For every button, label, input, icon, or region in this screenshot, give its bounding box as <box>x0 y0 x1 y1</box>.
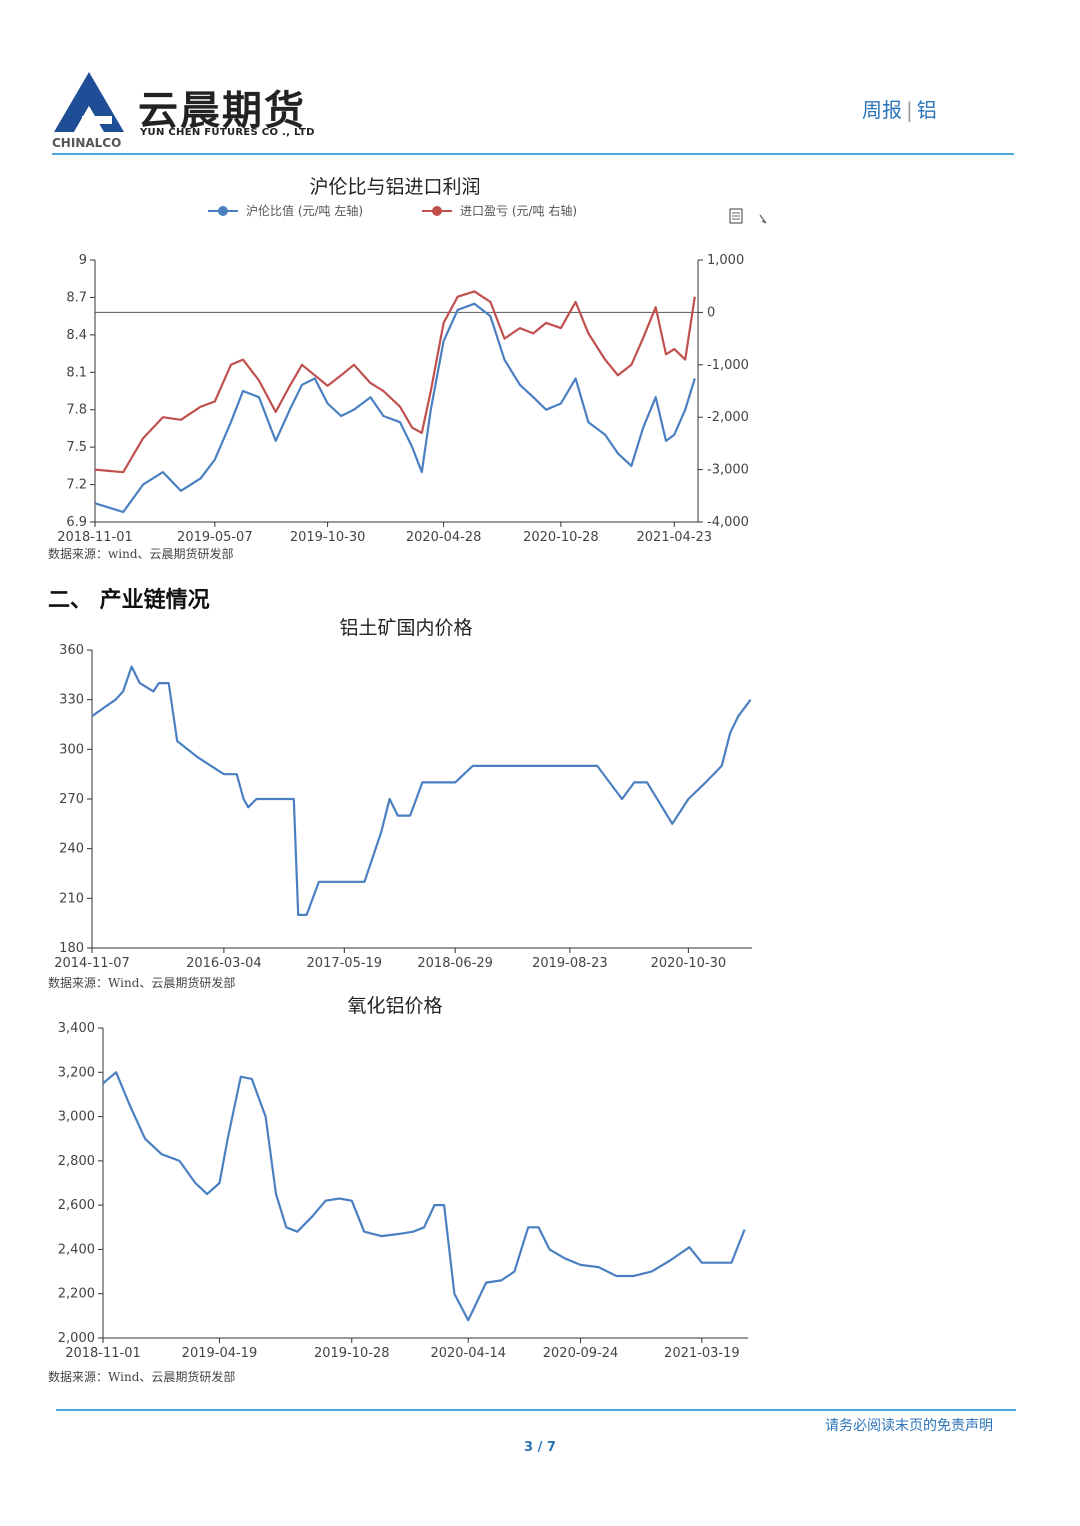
y-tick-label: 2,800 <box>58 1154 95 1169</box>
y-right-tick-label: -1,000 <box>707 358 749 373</box>
x-tick-label: 2019-10-30 <box>290 530 366 545</box>
y-tick-label: 9 <box>79 253 87 268</box>
report-type: 周报 <box>862 98 902 122</box>
x-tick-label: 2019-10-28 <box>314 1346 390 1361</box>
x-tick-label: 2021-03-19 <box>664 1346 740 1361</box>
y-tick-label: 2,000 <box>58 1331 95 1346</box>
page-number: 3 / 7 <box>524 1440 556 1455</box>
document-icon[interactable] <box>729 208 743 224</box>
chart-source: 数据来源：Wind、云晨期货研发部 <box>48 1370 236 1384</box>
x-tick-label: 2017-05-19 <box>307 956 383 971</box>
x-tick-label: 2018-11-01 <box>57 530 133 545</box>
legend-marker-import <box>432 206 442 216</box>
x-tick-label: 2018-11-01 <box>65 1346 141 1361</box>
chart-bauxite-price: 铝土矿国内价格 180 210 240 270 300 330 360 2014-11-07 2… <box>54 617 752 971</box>
y-tick-label: 8.1 <box>66 365 87 380</box>
refresh-icon[interactable] <box>759 214 767 224</box>
y-tick-label: 180 <box>59 941 84 956</box>
y-tick-label: 7.5 <box>66 440 87 455</box>
report-tag: 周报 | 铝 <box>862 94 937 123</box>
chart-shanghai-london-ratio: 沪伦比与铝进口利润 沪伦比值 (元/吨 左轴) 进口盈亏 (元/吨 右轴) 6.… <box>57 176 767 545</box>
header-divider <box>52 153 1014 155</box>
y-right-tick-label: -2,000 <box>707 410 749 425</box>
x-tick-label: 2014-11-07 <box>54 956 130 971</box>
series-line-0 <box>94 302 696 514</box>
x-tick-label: 2020-04-14 <box>430 1346 506 1361</box>
brand-name-cn: 云晨期货 <box>138 88 306 134</box>
y-right-tick-label: -4,000 <box>707 515 749 530</box>
tag-separator: | <box>906 98 913 122</box>
y-tick-label: 2,600 <box>58 1198 95 1213</box>
y-tick-label: 6.9 <box>66 515 87 530</box>
x-tick-label: 2021-04-23 <box>637 530 713 545</box>
chart-alumina-price: 氧化铝价格 2,000 2,200 2,400 2,600 2,800 3,000 3,20… <box>58 995 748 1361</box>
legend-label-ratio: 沪伦比值 (元/吨 左轴) <box>246 203 363 218</box>
y-right-tick-label: 0 <box>707 305 715 320</box>
series-line-0 <box>91 665 752 916</box>
series-line-1 <box>94 290 696 474</box>
x-tick-label: 2020-04-28 <box>406 530 482 545</box>
x-tick-label: 2019-08-23 <box>532 956 608 971</box>
y-tick-label: 3,400 <box>58 1021 95 1036</box>
brand-sub: CHINALCO <box>52 136 122 150</box>
x-tick-label: 2020-10-30 <box>651 956 727 971</box>
disclaimer: 请务必阅读末页的免责声明 <box>825 1418 993 1434</box>
chart-title: 铝土矿国内价格 <box>339 617 472 639</box>
y-tick-label: 330 <box>59 693 84 708</box>
chart-source: 数据来源：wind、云晨期货研发部 <box>48 547 234 561</box>
x-tick-label: 2016-03-04 <box>186 956 262 971</box>
y-tick-label: 7.2 <box>66 478 87 493</box>
y-tick-label: 210 <box>59 891 84 906</box>
x-tick-label: 2019-04-19 <box>182 1346 258 1361</box>
legend-label-import: 进口盈亏 (元/吨 右轴) <box>460 203 577 218</box>
legend-marker-ratio <box>218 206 228 216</box>
y-tick-label: 3,200 <box>58 1065 95 1080</box>
section-title: 二、 产业链情况 <box>48 588 210 613</box>
y-right-tick-label: -3,000 <box>707 463 749 478</box>
chart-title: 氧化铝价格 <box>347 995 442 1017</box>
y-tick-label: 3,000 <box>58 1110 95 1125</box>
y-tick-label: 8.4 <box>66 328 87 343</box>
footer-divider <box>56 1409 1016 1411</box>
series-line-0 <box>102 1071 746 1322</box>
company-logo <box>54 72 124 132</box>
y-tick-label: 360 <box>59 643 84 658</box>
y-tick-label: 8.7 <box>66 290 87 305</box>
x-tick-label: 2018-06-29 <box>417 956 493 971</box>
x-tick-label: 2019-05-07 <box>177 530 253 545</box>
chart-source: 数据来源：Wind、云晨期货研发部 <box>48 976 236 990</box>
x-tick-label: 2020-10-28 <box>523 530 599 545</box>
brand-name-en: YUN CHEN FUTURES CO ., LTD <box>140 127 315 138</box>
report-subject: 铝 <box>916 98 937 122</box>
chart-legend[interactable]: 沪伦比值 (元/吨 左轴) 进口盈亏 (元/吨 右轴) <box>208 203 577 218</box>
y-tick-label: 240 <box>59 842 84 857</box>
y-tick-label: 7.8 <box>66 403 87 418</box>
y-right-tick-label: 1,000 <box>707 253 744 268</box>
chart-title: 沪伦比与铝进口利润 <box>309 176 480 198</box>
y-tick-label: 2,200 <box>58 1287 95 1302</box>
y-tick-label: 2,400 <box>58 1242 95 1257</box>
y-tick-label: 300 <box>59 742 84 757</box>
x-tick-label: 2020-09-24 <box>543 1346 619 1361</box>
y-tick-label: 270 <box>59 792 84 807</box>
